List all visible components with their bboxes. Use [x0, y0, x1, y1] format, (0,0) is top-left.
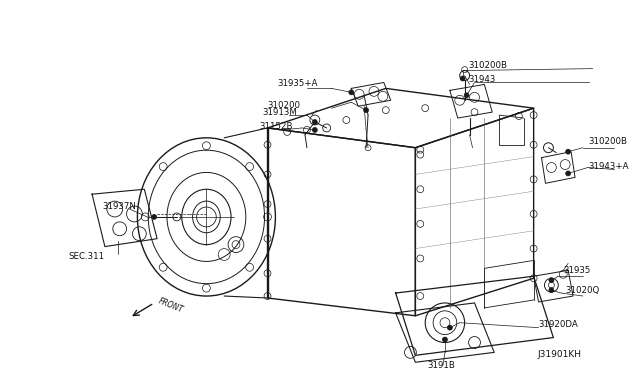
Text: 31943: 31943 — [468, 75, 496, 84]
Text: 31943+A: 31943+A — [589, 162, 629, 171]
Circle shape — [447, 325, 452, 330]
Text: 3191B: 3191B — [427, 361, 455, 370]
Text: 310200: 310200 — [268, 101, 301, 110]
Text: 31020Q: 31020Q — [565, 286, 600, 295]
Text: 31937N: 31937N — [102, 202, 136, 211]
Text: 310200B: 310200B — [589, 137, 628, 146]
Circle shape — [549, 288, 554, 292]
Text: 31913M: 31913M — [262, 108, 298, 117]
Text: 31920DA: 31920DA — [539, 320, 579, 329]
Text: FRONT: FRONT — [157, 297, 184, 315]
Circle shape — [566, 149, 571, 154]
Circle shape — [349, 90, 354, 95]
Circle shape — [464, 93, 469, 98]
Circle shape — [312, 119, 317, 125]
Circle shape — [460, 76, 465, 81]
Circle shape — [549, 278, 554, 283]
Text: J31901KH: J31901KH — [538, 350, 582, 359]
Circle shape — [566, 171, 571, 176]
Text: 31152B: 31152B — [260, 122, 293, 131]
Text: 31935+A: 31935+A — [277, 79, 318, 88]
Circle shape — [312, 128, 317, 132]
Text: 31935: 31935 — [563, 266, 591, 275]
Text: 310200B: 310200B — [468, 61, 508, 70]
Circle shape — [152, 214, 157, 219]
Text: SEC.311: SEC.311 — [68, 252, 104, 261]
Circle shape — [442, 337, 447, 342]
Circle shape — [364, 108, 369, 113]
